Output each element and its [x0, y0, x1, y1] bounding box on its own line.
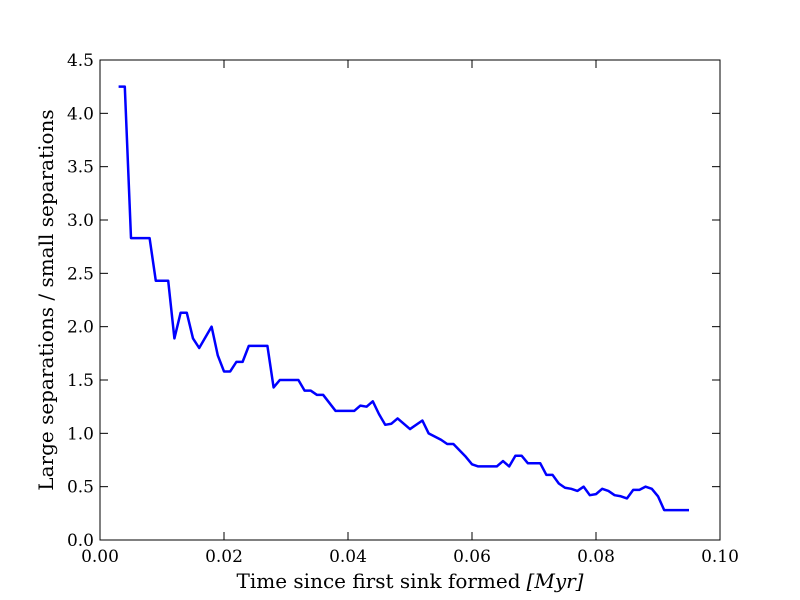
y-tick-label: 0.0: [67, 531, 94, 551]
y-tick-label: 3.0: [67, 211, 94, 231]
x-tick-label: 0.10: [701, 547, 739, 567]
x-axis-label-unit: [Myr]: [527, 569, 584, 593]
y-axis-label: Large separations / small separations: [34, 109, 58, 490]
x-tick-label: 0.06: [453, 547, 491, 567]
x-tick-label: 0.02: [205, 547, 243, 567]
x-tick-label: 0.08: [577, 547, 615, 567]
x-axis-label-text: Time since first sink formed: [237, 569, 521, 593]
x-axis-ticks: 0.00 0.02 0.04 0.06 0.08 0.10: [81, 60, 739, 567]
x-axis-label: Time since first sink formed [Myr]: [237, 569, 584, 593]
y-tick-label: 1.0: [67, 424, 94, 444]
y-tick-label: 4.0: [67, 104, 94, 124]
plot-frame: [99, 59, 721, 541]
series-layer: [118, 85, 689, 512]
y-tick-label: 0.5: [67, 478, 94, 498]
y-tick-label: 1.5: [67, 371, 94, 391]
plot-area: [100, 60, 720, 540]
series-line-0: [118, 85, 689, 512]
x-tick-label: 0.00: [81, 547, 119, 567]
y-tick-label: 4.5: [67, 51, 94, 71]
y-tick-label: 2.5: [67, 264, 94, 284]
y-tick-label: 3.5: [67, 158, 94, 178]
x-tick-label: 0.04: [329, 547, 367, 567]
y-tick-label: 2.0: [67, 318, 94, 338]
